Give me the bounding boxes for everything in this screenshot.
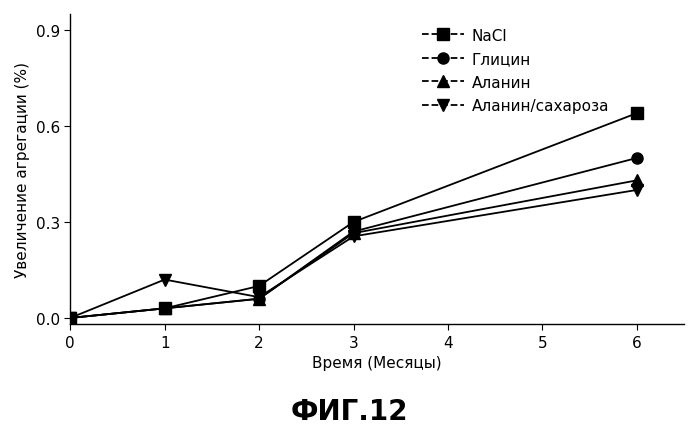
Аланин/сахароза <box>161 277 169 283</box>
Аланин/сахароза <box>350 234 358 240</box>
Глицин <box>255 297 264 302</box>
Text: ФИГ.12: ФИГ.12 <box>291 397 408 425</box>
Глицин <box>633 156 641 161</box>
Line: Аланин: Аланин <box>65 175 642 324</box>
Аланин/сахароза <box>66 316 74 321</box>
X-axis label: Время (Месяцы): Время (Месяцы) <box>312 356 442 371</box>
Глицин <box>350 230 358 235</box>
NaCl <box>161 306 169 311</box>
Аланин <box>255 297 264 302</box>
Глицин <box>161 306 169 311</box>
Аланин <box>161 306 169 311</box>
Line: Аланин/сахароза: Аланин/сахароза <box>65 185 642 324</box>
Line: Глицин: Глицин <box>65 153 642 324</box>
Аланин <box>350 231 358 236</box>
Аланин/сахароза <box>633 188 641 193</box>
Аланин/сахароза <box>255 295 264 300</box>
Глицин <box>66 316 74 321</box>
Line: NaCl: NaCl <box>65 108 642 324</box>
NaCl <box>255 284 264 289</box>
Legend: NaCl, Глицин, Аланин, Аланин/сахароза: NaCl, Глицин, Аланин, Аланин/сахароза <box>421 29 610 114</box>
Y-axis label: Увеличение агрегации (%): Увеличение агрегации (%) <box>15 62 30 278</box>
NaCl <box>66 316 74 321</box>
NaCl <box>633 111 641 117</box>
NaCl <box>350 220 358 225</box>
Аланин <box>66 316 74 321</box>
Аланин <box>633 178 641 184</box>
